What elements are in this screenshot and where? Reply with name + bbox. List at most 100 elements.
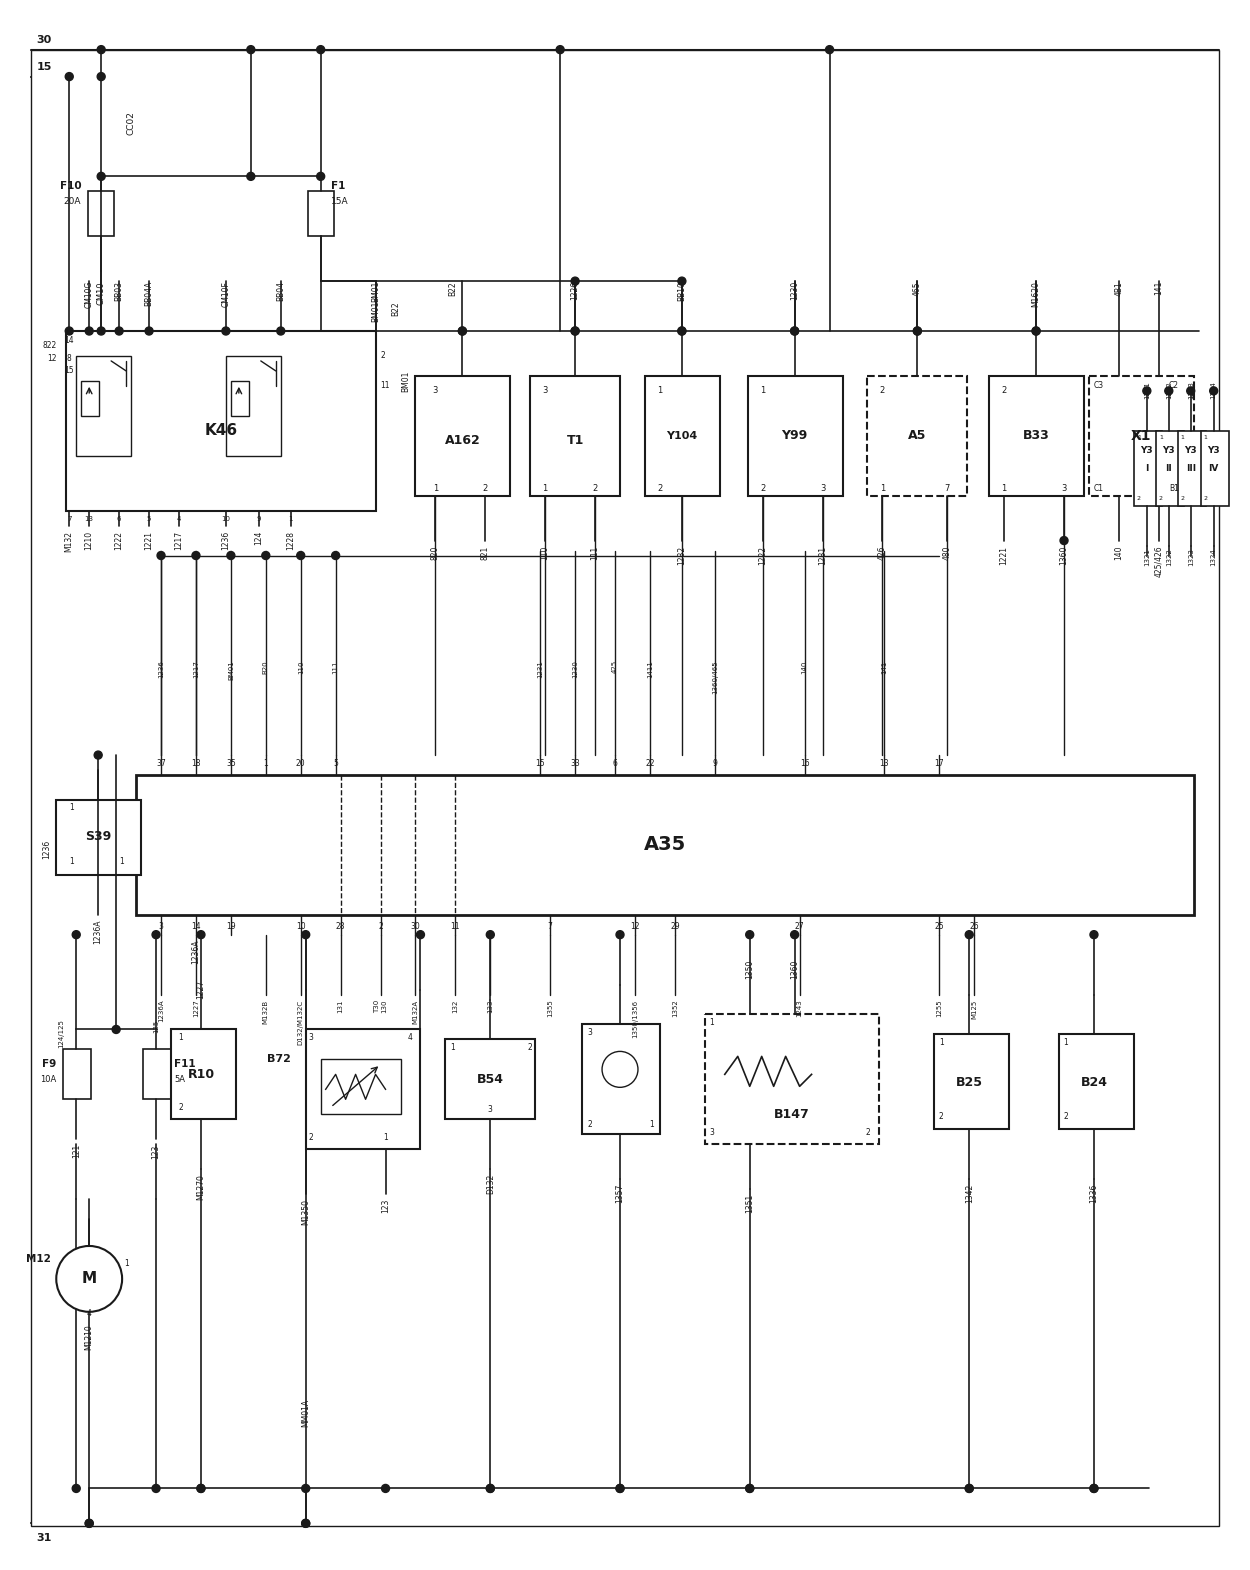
Text: 1321: 1321	[1144, 548, 1150, 567]
Circle shape	[678, 278, 686, 286]
Bar	[171, 1030, 236, 1119]
Circle shape	[85, 1520, 94, 1528]
Bar	[989, 375, 1084, 496]
Text: 426: 426	[878, 545, 888, 560]
Text: B25: B25	[956, 1075, 982, 1090]
Text: 2: 2	[1136, 496, 1141, 501]
Bar	[231, 382, 249, 416]
Text: R10: R10	[188, 1068, 215, 1080]
Text: 2: 2	[309, 1132, 312, 1141]
Text: 1: 1	[760, 386, 765, 396]
Text: 1221: 1221	[145, 531, 154, 550]
Text: 5: 5	[146, 515, 151, 521]
Text: 821: 821	[481, 545, 490, 560]
Text: B1: B1	[1169, 484, 1179, 493]
Text: 1243: 1243	[796, 1000, 802, 1017]
Text: 110: 110	[298, 661, 304, 674]
Text: 6: 6	[118, 515, 121, 521]
Text: BB04A: BB04A	[145, 281, 154, 306]
Text: 131: 131	[338, 1000, 344, 1013]
Text: III: III	[1186, 465, 1196, 473]
Circle shape	[65, 327, 74, 334]
Text: 15A: 15A	[331, 196, 349, 206]
Circle shape	[94, 750, 102, 758]
Text: 1: 1	[710, 1017, 714, 1027]
Text: 1230: 1230	[572, 661, 578, 678]
Text: 140: 140	[801, 661, 808, 674]
Text: 9: 9	[256, 515, 261, 521]
Text: 22: 22	[645, 758, 655, 768]
Circle shape	[1210, 386, 1218, 396]
Circle shape	[416, 931, 425, 939]
Text: 1350/1356: 1350/1356	[632, 1000, 638, 1038]
Text: 15: 15	[65, 366, 74, 375]
Circle shape	[1090, 931, 1098, 939]
Bar	[934, 1035, 1009, 1129]
Text: T1: T1	[566, 435, 584, 447]
Text: II: II	[1165, 465, 1172, 473]
Text: 37: 37	[156, 758, 166, 768]
Text: 111: 111	[332, 661, 339, 674]
Text: 2: 2	[865, 1127, 870, 1137]
Text: 3: 3	[588, 1028, 592, 1036]
Bar	[1178, 430, 1206, 506]
Text: 35: 35	[226, 758, 236, 768]
Text: F10: F10	[60, 181, 81, 192]
Text: 13: 13	[880, 758, 889, 768]
Text: 4B1: 4B1	[1115, 281, 1124, 295]
Circle shape	[152, 931, 160, 939]
Text: CC02: CC02	[126, 111, 135, 135]
Bar	[1089, 375, 1194, 496]
Circle shape	[965, 1485, 974, 1493]
Circle shape	[1090, 1485, 1098, 1493]
Text: 2: 2	[592, 484, 598, 493]
Circle shape	[98, 327, 105, 334]
Circle shape	[85, 1520, 94, 1528]
Text: 1360: 1360	[1060, 545, 1069, 565]
Text: 1232: 1232	[678, 545, 686, 565]
Text: Y3: Y3	[1162, 446, 1175, 455]
Text: M12: M12	[26, 1254, 51, 1264]
Text: 141: 141	[1154, 281, 1164, 295]
Text: 1226: 1226	[570, 281, 580, 300]
Circle shape	[791, 327, 799, 334]
Circle shape	[56, 1247, 122, 1313]
Text: 2: 2	[588, 1119, 592, 1129]
Circle shape	[301, 931, 310, 939]
Circle shape	[296, 551, 305, 559]
Text: 140: 140	[1115, 545, 1124, 560]
Bar	[1201, 430, 1229, 506]
Text: M1350: M1350	[301, 1199, 310, 1225]
Text: 16: 16	[800, 758, 810, 768]
Bar	[89, 192, 114, 236]
Circle shape	[571, 327, 579, 334]
Text: 2: 2	[939, 1112, 944, 1121]
Text: 2: 2	[482, 484, 488, 493]
Text: BM01: BM01	[401, 371, 410, 392]
Bar	[748, 375, 843, 496]
Text: 26: 26	[970, 922, 979, 931]
Text: 33: 33	[570, 758, 580, 768]
Circle shape	[746, 1485, 754, 1493]
Text: 1: 1	[1138, 435, 1141, 440]
Text: 480: 480	[942, 545, 951, 560]
Text: CM10F: CM10F	[221, 281, 230, 308]
Text: 1: 1	[1159, 435, 1162, 440]
Text: 3: 3	[709, 1127, 714, 1137]
Text: 10: 10	[221, 515, 230, 521]
Bar	[306, 1030, 420, 1149]
Text: 11: 11	[380, 382, 390, 391]
Text: B83: B83	[606, 1072, 634, 1086]
Text: 1214: 1214	[1211, 382, 1216, 399]
Text: 25: 25	[935, 922, 944, 931]
Text: I: I	[1145, 465, 1149, 473]
Text: 1228: 1228	[286, 531, 295, 550]
Text: 2: 2	[1204, 496, 1208, 501]
Text: C1: C1	[1094, 484, 1104, 493]
Circle shape	[198, 1485, 205, 1493]
Text: 18: 18	[191, 758, 201, 768]
Text: B72: B72	[266, 1055, 291, 1064]
Circle shape	[965, 1485, 974, 1493]
Bar	[142, 1049, 171, 1099]
Text: 3: 3	[1061, 484, 1066, 493]
